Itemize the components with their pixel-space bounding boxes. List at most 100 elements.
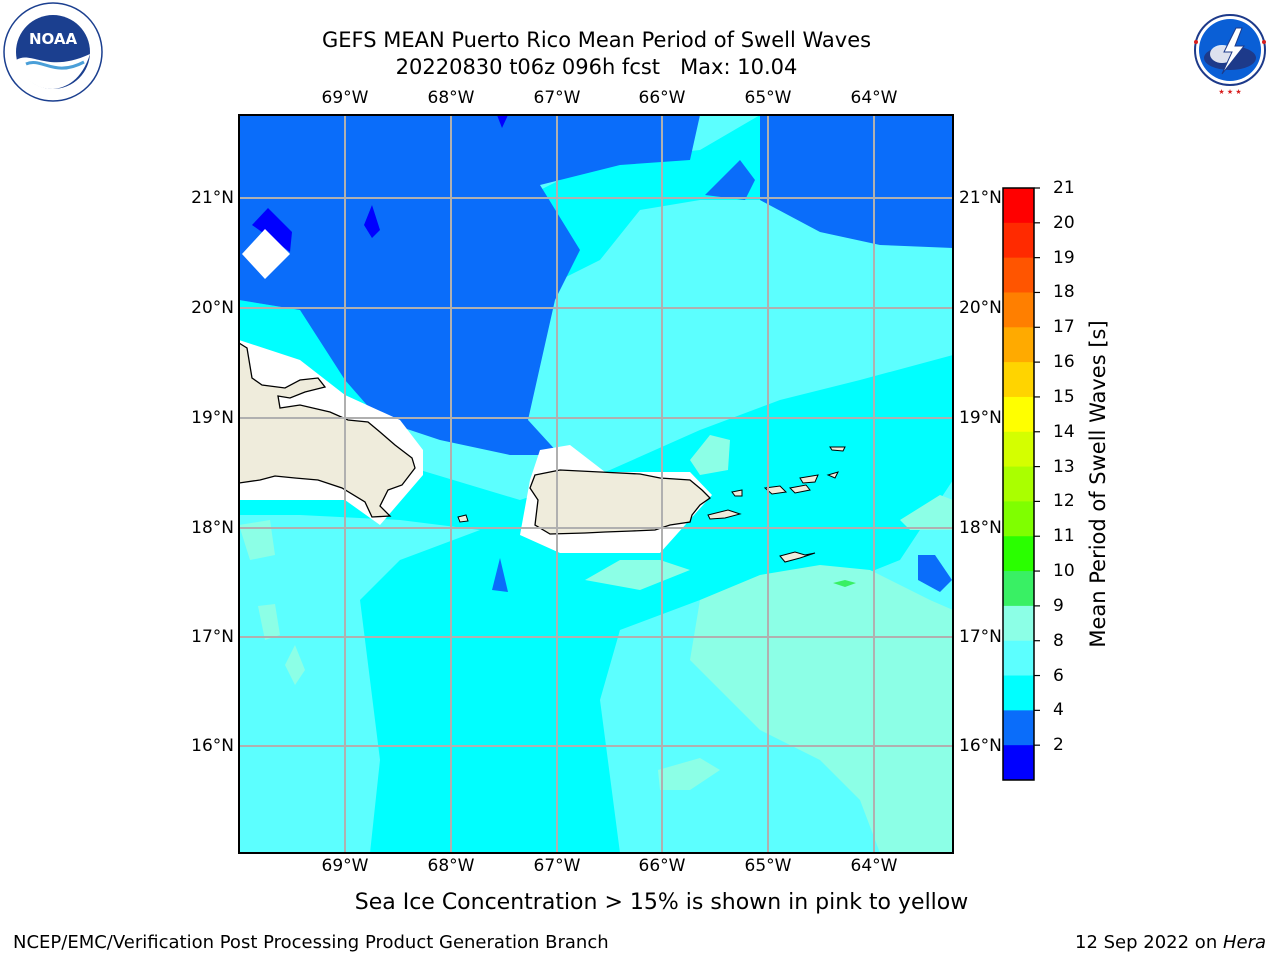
colorbar-tick-label: 19 xyxy=(1053,247,1075,268)
colorbar-title: Mean Period of Swell Waves [s] xyxy=(1086,320,1110,648)
lat-tick-right: 16°N xyxy=(959,736,1002,756)
chart-title: GEFS MEAN Puerto Rico Mean Period of Swe… xyxy=(240,27,953,81)
period-4-6-region xyxy=(239,115,700,455)
colorbar-segment xyxy=(1003,188,1034,224)
colorbar-segment xyxy=(1003,571,1034,607)
culebra-island xyxy=(731,489,743,497)
footer-branch: NCEP/EMC/Verification Post Processing Pr… xyxy=(13,932,609,953)
period-4-6-patch xyxy=(492,558,508,592)
colorbar-segment xyxy=(1003,292,1034,328)
lat-tick-left: 21°N xyxy=(191,188,234,208)
colorbar-tick-label: 21 xyxy=(1053,178,1075,198)
period-9-10-patch xyxy=(258,604,280,640)
nws-logo: ★ ★ ★ xyxy=(1182,2,1278,98)
period-9-10-patch xyxy=(285,645,305,685)
lat-tick-left: 18°N xyxy=(191,518,234,538)
colorbar-tick-label: 16 xyxy=(1053,352,1075,373)
period-10-11-patch xyxy=(833,580,856,587)
footer-date-text: 12 Sep 2022 on xyxy=(1075,932,1223,953)
colorbar-ticks xyxy=(1034,187,1040,746)
lon-tick-bottom: 68°W xyxy=(427,856,475,876)
lon-tick-top: 69°W xyxy=(321,88,369,108)
lat-tick-right: 20°N xyxy=(959,298,1002,318)
footer-date: 12 Sep 2022 on Hera xyxy=(1075,932,1266,953)
colorbar-segment xyxy=(1003,501,1034,537)
lat-tick-left: 17°N xyxy=(191,627,234,647)
wave-period-field xyxy=(239,115,953,853)
lon-tick-top: 68°W xyxy=(427,88,475,108)
colorbar-tick-label: 8 xyxy=(1053,630,1064,651)
lat-tick-right: 18°N xyxy=(959,518,1002,538)
lat-tick-left: 19°N xyxy=(191,408,234,428)
colorbar-tick-label: 11 xyxy=(1053,526,1075,547)
lon-tick-bottom: 69°W xyxy=(321,856,369,876)
period-9-10-patch xyxy=(239,520,275,560)
period-9-10-patch xyxy=(900,495,953,530)
colorbar-tick-label: 15 xyxy=(1053,386,1075,407)
lon-tick-bottom: 64°W xyxy=(850,856,898,876)
lat-tick-left: 20°N xyxy=(191,298,234,318)
lat-tick-right: 21°N xyxy=(959,188,1002,208)
period-4-6-patch xyxy=(705,160,755,200)
colorbar-segment xyxy=(1003,327,1034,363)
colorbar-segment xyxy=(1003,710,1034,746)
colorbar-segment xyxy=(1003,362,1034,398)
colorbar-segment xyxy=(1003,222,1034,259)
sea-ice-caption: Sea Ice Concentration > 15% is shown in … xyxy=(354,890,969,915)
lat-tick-left: 16°N xyxy=(191,736,234,756)
lon-tick-top: 66°W xyxy=(638,88,686,108)
colorbar-tick-label: 9 xyxy=(1053,595,1064,616)
lon-tick-top: 64°W xyxy=(850,88,898,108)
colorbar-segment xyxy=(1003,431,1034,468)
period-2-4-patch xyxy=(252,208,292,252)
colorbar-tick-label: 4 xyxy=(1053,700,1064,721)
lon-tick-bottom: 65°W xyxy=(744,856,792,876)
colorbar-segment xyxy=(1003,605,1034,642)
colorbar-tick-label: 17 xyxy=(1053,317,1075,338)
virgin-islands xyxy=(763,446,846,495)
colorbar-segment xyxy=(1003,675,1034,711)
period-2-4-patch xyxy=(497,115,508,128)
colorbar-tick-label: 18 xyxy=(1053,282,1075,303)
map-gridlines xyxy=(239,115,953,853)
colorbar-segment xyxy=(1003,396,1034,433)
period-9-10-patch xyxy=(585,560,690,590)
lon-tick-top: 65°W xyxy=(744,88,792,108)
st-croix-island xyxy=(779,551,816,563)
hispaniola-land xyxy=(239,342,416,518)
period-9-10-patch xyxy=(690,435,730,475)
colorbar-tick-label: 14 xyxy=(1053,421,1075,442)
colorbar xyxy=(1003,188,1034,781)
colorbar-segment xyxy=(1003,257,1034,293)
lat-tick-right: 17°N xyxy=(959,627,1002,647)
title-line-1: GEFS MEAN Puerto Rico Mean Period of Swe… xyxy=(321,28,872,52)
period-4-6-patch xyxy=(918,555,952,592)
lon-tick-top: 67°W xyxy=(533,88,581,108)
colorbar-tick-label: 2 xyxy=(1053,735,1064,756)
colorbar-segment xyxy=(1003,536,1034,572)
masked-zone xyxy=(242,229,290,279)
lat-tick-right: 19°N xyxy=(959,408,1002,428)
colorbar-segment xyxy=(1003,640,1034,677)
lon-tick-bottom: 67°W xyxy=(533,856,581,876)
svg-text:★ ★ ★: ★ ★ ★ xyxy=(1218,88,1241,96)
colorbar-tick-label: 6 xyxy=(1053,665,1064,686)
period-9-10-patch xyxy=(658,758,720,790)
footer-host: Hera xyxy=(1222,932,1266,953)
colorbar-tick-label: 10 xyxy=(1053,561,1075,582)
colorbar-tick-label: 13 xyxy=(1053,456,1075,477)
lon-tick-bottom: 66°W xyxy=(638,856,686,876)
colorbar-tick-label: 20 xyxy=(1053,212,1075,233)
colorbar-segment xyxy=(1003,466,1034,502)
vieques-island xyxy=(707,509,742,520)
title-line-2: 20220830 t06z 096h fcst Max: 10.04 xyxy=(395,55,798,79)
period-4-6-region-ne xyxy=(760,115,953,248)
map-frame xyxy=(238,114,954,854)
mona-island xyxy=(457,514,469,523)
noaa-logo: NOAA xyxy=(3,2,103,102)
colorbar-tick-label: 12 xyxy=(1053,491,1075,512)
colorbar-segment xyxy=(1003,745,1034,781)
noaa-logo-text: NOAA xyxy=(29,30,78,48)
period-2-4-patch xyxy=(364,205,380,238)
